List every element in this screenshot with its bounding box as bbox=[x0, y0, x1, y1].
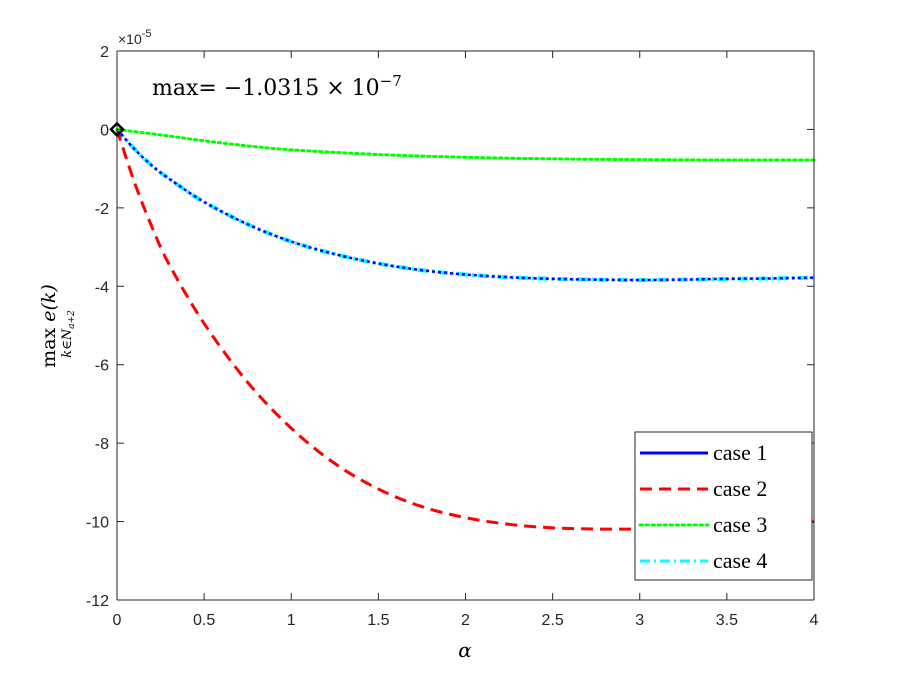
y-tick-label: -4 bbox=[95, 279, 109, 296]
y-tick-label: -10 bbox=[86, 515, 109, 532]
x-tick-label: 1.5 bbox=[367, 612, 389, 629]
y-tick-label: -6 bbox=[95, 358, 109, 375]
ticks-layer: 0 0.5 1 1.5 2 2.5 3 3.5 4 2 0 -2 -4 -6 -8 -10 -12 bbox=[86, 44, 819, 629]
y-tick-label: 2 bbox=[100, 44, 109, 61]
legend-item: case 1 bbox=[640, 440, 767, 465]
y-tick-label: 0 bbox=[100, 122, 109, 139]
series-line-case-3 bbox=[115, 127, 816, 162]
x-tick-label: 3.5 bbox=[716, 612, 738, 629]
x-tick-label: 0.5 bbox=[193, 612, 215, 629]
y-tick-label: -12 bbox=[86, 593, 109, 610]
max-annotation: max= −1.0315 × 10−7 bbox=[152, 72, 402, 101]
x-axis-label: α bbox=[458, 638, 472, 662]
y-tick-label: -2 bbox=[95, 201, 109, 218]
x-tick-label: 2.5 bbox=[542, 612, 564, 629]
x-tick-label: 3 bbox=[635, 612, 644, 629]
legend-item: case 3 bbox=[638, 512, 767, 537]
legend: case 1 case 2 case 3 case 4 bbox=[634, 431, 813, 581]
legend-label: case 1 bbox=[713, 440, 767, 465]
y-tick-label: -8 bbox=[95, 436, 109, 453]
y-exponent-label: ×10-5 bbox=[118, 28, 152, 47]
y-axis-label-subscript: k∈Na+2 bbox=[60, 310, 77, 358]
legend-label: case 3 bbox=[713, 512, 767, 537]
legend-label: case 2 bbox=[713, 476, 767, 501]
legend-item: case 2 bbox=[640, 476, 767, 501]
x-tick-label: 1 bbox=[287, 612, 296, 629]
x-tick-label: 0 bbox=[113, 612, 122, 629]
series-line-case-1 bbox=[116, 128, 815, 282]
y-axis-label: maxe(k) k∈Na+2 bbox=[38, 284, 77, 368]
legend-item: case 4 bbox=[640, 548, 767, 573]
max-point-marker bbox=[109, 121, 125, 138]
legend-box bbox=[634, 431, 813, 581]
legend-label: case 4 bbox=[713, 548, 767, 573]
y-axis-label-main: maxe(k) bbox=[38, 284, 60, 368]
x-tick-label: 4 bbox=[810, 612, 819, 629]
x-tick-label: 2 bbox=[461, 612, 470, 629]
